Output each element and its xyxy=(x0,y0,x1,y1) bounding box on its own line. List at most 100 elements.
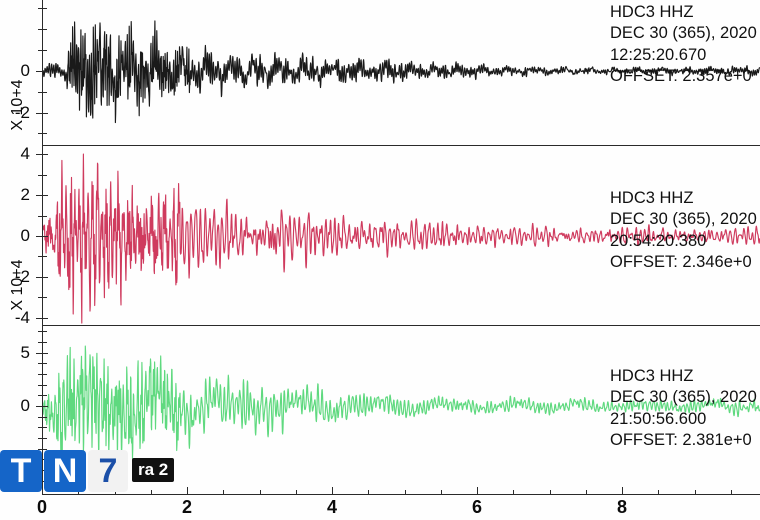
y-axis-tick-label: 0 xyxy=(20,396,30,415)
time-label-2: 20:54:20.380 xyxy=(610,231,707,250)
x-axis-minor-tick xyxy=(440,490,442,495)
y-axis-minor-tick xyxy=(38,384,47,386)
y-axis-minor-tick xyxy=(38,50,47,52)
y-axis-minor-tick xyxy=(38,395,47,397)
x-axis-minor-tick xyxy=(658,490,660,495)
y-axis-tick-label: -2 xyxy=(14,102,30,122)
plot-area-2 xyxy=(42,146,760,326)
x-axis-minor-tick xyxy=(585,490,587,495)
y-axis-minor-tick xyxy=(38,448,47,450)
x-axis-minor-tick xyxy=(404,490,406,495)
x-axis-line-1 xyxy=(42,145,760,146)
x-axis-tick-label: 0 xyxy=(36,497,47,517)
waveform-polyline xyxy=(42,20,760,124)
x-axis-tick-label: 2 xyxy=(181,497,192,517)
station-label-2: HDC3 HHZ xyxy=(610,189,694,207)
waveform-trace-3 xyxy=(42,345,760,466)
waveform-trace-1 xyxy=(42,20,760,124)
x-axis-minor-tick xyxy=(223,490,225,495)
tn7-logo: T N 7 ra 2 xyxy=(0,450,175,492)
x-axis: 0 2 4 6 8 xyxy=(0,486,760,520)
x-axis-tick-label: 4 xyxy=(326,497,337,517)
panel-info-1: HDC3 HHZ DEC 30 (365), 2020 12:25:20.670… xyxy=(610,2,757,88)
x-axis-major-tick xyxy=(477,487,478,495)
date-label-3: DEC 30 (365), 2020 xyxy=(610,388,757,407)
station-label-1: HDC3 HHZ xyxy=(610,3,694,21)
plot-area-1 xyxy=(42,0,760,146)
y-axis-major-tick xyxy=(36,112,48,114)
y-axis-tick-label: 0 xyxy=(20,60,30,80)
y-axis-tick-label: 2 xyxy=(20,185,30,205)
offset-label-1: OFFSET: 2.357e+0 xyxy=(610,67,752,86)
x-axis-major-tick xyxy=(332,487,333,495)
y-axis-minor-tick xyxy=(38,363,47,365)
y-axis-minor-tick xyxy=(38,8,47,10)
x-axis-tick-label: 6 xyxy=(471,497,482,517)
x-axis-minor-tick xyxy=(114,490,116,495)
y-axis-minor-tick xyxy=(38,174,47,176)
x-axis-major-tick xyxy=(42,487,43,495)
panel-info-3: HDC3 HHZ DEC 30 (365), 2020 21:50:56.600… xyxy=(610,366,757,452)
logo-number-seven: 7 xyxy=(88,450,128,492)
waveform-polyline xyxy=(42,345,760,466)
waveform-trace-2 xyxy=(42,153,760,324)
time-label-3: 21:50:56.600 xyxy=(610,409,707,428)
logo-letter-t: T xyxy=(0,450,42,492)
y-axis-minor-tick xyxy=(38,470,47,471)
y-axis-tick-label: 4 xyxy=(20,144,30,164)
date-label-2: DEC 30 (365), 2020 xyxy=(610,210,757,229)
y-axis-major-tick xyxy=(36,276,48,278)
logo-letter-n: N xyxy=(44,450,86,492)
y-axis-major-tick xyxy=(36,70,48,72)
x-axis-minor-tick xyxy=(259,490,261,495)
x-axis-major-tick xyxy=(187,487,188,495)
y-axis-major-tick xyxy=(36,406,48,407)
station-label-3: HDC3 HHZ xyxy=(610,367,694,385)
y-axis-tick-label: -2 xyxy=(14,266,30,286)
x-axis-minor-tick xyxy=(78,490,80,495)
y-axis-major-tick xyxy=(36,459,48,461)
x-axis-line xyxy=(42,494,760,495)
y-axis-tick-label: -4 xyxy=(14,307,30,327)
plot-area-3 xyxy=(42,326,760,486)
y-axis-tick-label: 0 xyxy=(20,226,30,245)
y-axis-tick-label: 5 xyxy=(20,342,30,362)
x-axis-tick-label: 8 xyxy=(616,497,627,517)
time-label-1: 12:25:20.670 xyxy=(610,45,707,64)
y-axis-minor-tick xyxy=(38,416,47,418)
x-axis-minor-tick xyxy=(549,490,551,495)
seismogram-panel-2: X 10+4 HDC3 HHZ DEC 30 (365), 2020 20:54… xyxy=(0,144,760,327)
x-axis-minor-tick xyxy=(368,490,370,495)
y-axis-major-tick xyxy=(36,352,48,354)
y-axis-minor-tick xyxy=(38,297,47,299)
x-axis-minor-tick xyxy=(295,490,297,495)
logo-box: T N 7 ra 2 xyxy=(0,450,175,492)
y-axis-minor-tick xyxy=(38,427,47,429)
y-axis-minor-tick xyxy=(38,438,47,439)
x-axis-line-2 xyxy=(42,325,760,326)
x-axis-minor-tick xyxy=(694,490,696,495)
offset-label-3: OFFSET: 2.381e+0 xyxy=(610,431,752,450)
y-axis-minor-tick xyxy=(38,215,47,217)
panel-info-2: HDC3 HHZ DEC 30 (365), 2020 20:54:20.380… xyxy=(610,188,757,274)
y-axis-minor-tick xyxy=(38,29,47,31)
date-label-1: DEC 30 (365), 2020 xyxy=(610,24,757,43)
y-axis-major-tick xyxy=(36,154,48,156)
y-axis-minor-tick xyxy=(38,133,47,135)
y-axis-minor-tick xyxy=(38,480,47,482)
y-axis-major-tick xyxy=(36,317,48,319)
y-axis-minor-tick xyxy=(38,331,47,333)
y-axis-major-tick xyxy=(36,236,48,237)
y-axis-minor-tick xyxy=(38,374,47,375)
x-axis-minor-tick xyxy=(150,490,152,495)
offset-label-2: OFFSET: 2.346e+0 xyxy=(610,253,752,272)
y-axis-minor-tick xyxy=(38,256,47,258)
waveform-polyline xyxy=(42,153,760,324)
x-axis-minor-tick xyxy=(513,490,515,495)
x-axis-major-tick xyxy=(622,487,623,495)
channel-badge: ra 2 xyxy=(132,458,175,482)
x-axis-minor-tick xyxy=(730,490,732,495)
y-axis-major-tick xyxy=(36,195,48,197)
y-axis-line-1 xyxy=(42,0,43,146)
